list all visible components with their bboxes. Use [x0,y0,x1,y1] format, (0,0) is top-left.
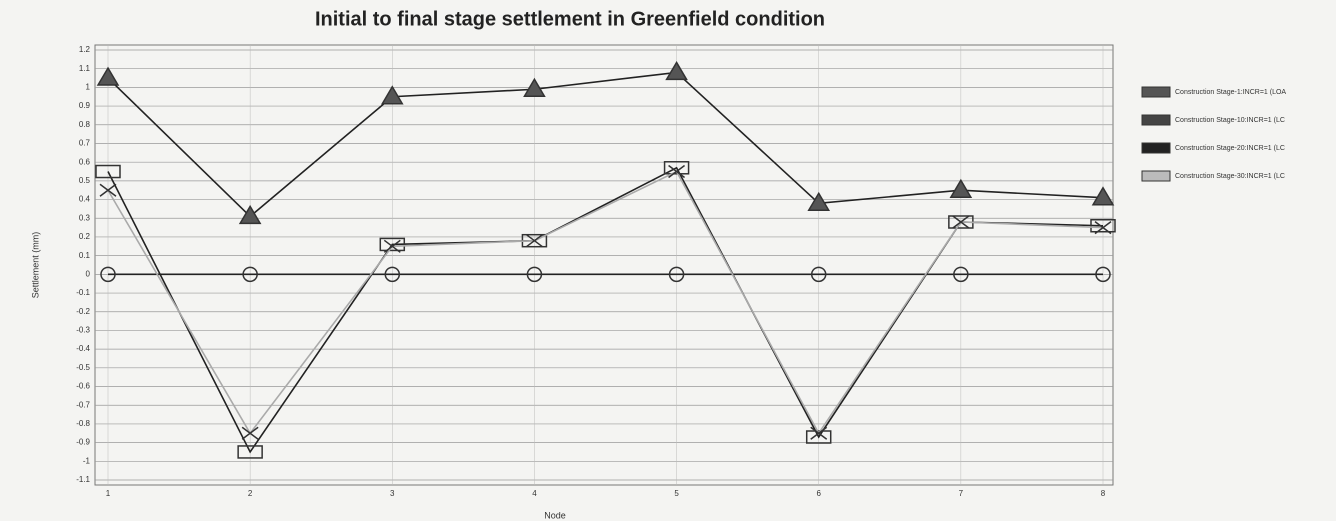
marker [953,266,969,283]
y-tick-label: 1.1 [79,64,91,73]
marker [96,66,120,86]
marker [383,239,401,253]
marker [949,178,973,198]
marker [1090,218,1116,233]
marker [668,164,686,179]
x-tick-label: 7 [959,489,964,498]
y-tick-label: 0.7 [79,139,91,148]
y-tick-label: -1 [83,456,91,465]
x-tick-label: 1 [106,489,111,498]
marker [241,426,259,440]
y-tick-label: 0 [86,269,91,278]
y-tick-label: -0.3 [76,326,90,335]
y-tick-label: 0.8 [79,120,91,129]
y-tick-label: -0.8 [76,419,90,428]
marker [1091,186,1115,206]
marker [526,266,543,283]
legend-label: Construction Stage-20:INCR=1 (LC [1175,145,1285,152]
y-tick-label: 1 [86,83,91,92]
marker [665,60,688,81]
marker [379,237,406,252]
legend-swatch [1141,114,1171,126]
y-tick-label: -0.5 [76,363,90,372]
marker [810,266,827,283]
marker [525,234,543,248]
legend-swatch [1141,170,1171,182]
marker [380,85,404,105]
marker [1095,266,1111,283]
marker [668,266,685,283]
y-tick-label: -0.4 [76,344,90,353]
marker [95,164,121,179]
legend-swatch [1141,86,1171,98]
y-tick-label: 0.4 [79,195,91,204]
y-tick-label: -0.7 [76,400,90,409]
marker [384,266,401,283]
marker [99,183,117,197]
y-axis-label: Settlement (mm) [30,232,40,299]
marker [100,266,116,283]
x-tick-label: 5 [674,489,679,498]
x-tick-label: 6 [816,489,821,498]
series-line [107,71,1104,218]
legend-label: Construction Stage-10:INCR=1 (LC [1175,117,1285,124]
marker [1094,221,1112,235]
plot-area [94,44,1114,486]
marker [807,191,831,212]
x-tick-label: 3 [390,489,395,498]
x-axis-label: Node [544,510,566,520]
legend-swatch [1141,142,1171,154]
y-tick-label: -1.1 [76,475,90,484]
y-tick-label: 0.1 [79,251,91,260]
y-tick-label: -0.1 [76,288,90,297]
legend-label: Construction Stage-1:INCR=1 (LOA [1175,89,1286,96]
marker [663,161,690,175]
legend-label: Construction Stage-30:INCR=1 (LC [1175,173,1285,180]
x-tick-label: 4 [532,489,537,498]
marker [523,77,546,98]
marker [238,204,262,225]
marker [237,445,263,459]
y-tick-label: 0.5 [79,176,91,185]
y-tick-label: 0.6 [79,157,91,166]
y-tick-label: -0.2 [76,307,90,316]
y-tick-label: -0.9 [76,438,90,447]
marker [810,426,828,440]
marker [805,430,832,444]
y-tick-label: 0.3 [79,213,91,222]
chart-title: Initial to final stage settlement in Gre… [315,8,825,30]
y-tick-label: -0.6 [76,382,90,391]
marker [952,215,970,229]
y-tick-label: 0.9 [79,101,91,110]
y-tick-label: 1.2 [79,45,91,54]
marker [242,266,258,283]
x-tick-label: 2 [248,489,253,498]
x-tick-label: 8 [1101,489,1106,498]
y-tick-label: 0.2 [79,232,91,241]
series-line [107,170,1104,435]
